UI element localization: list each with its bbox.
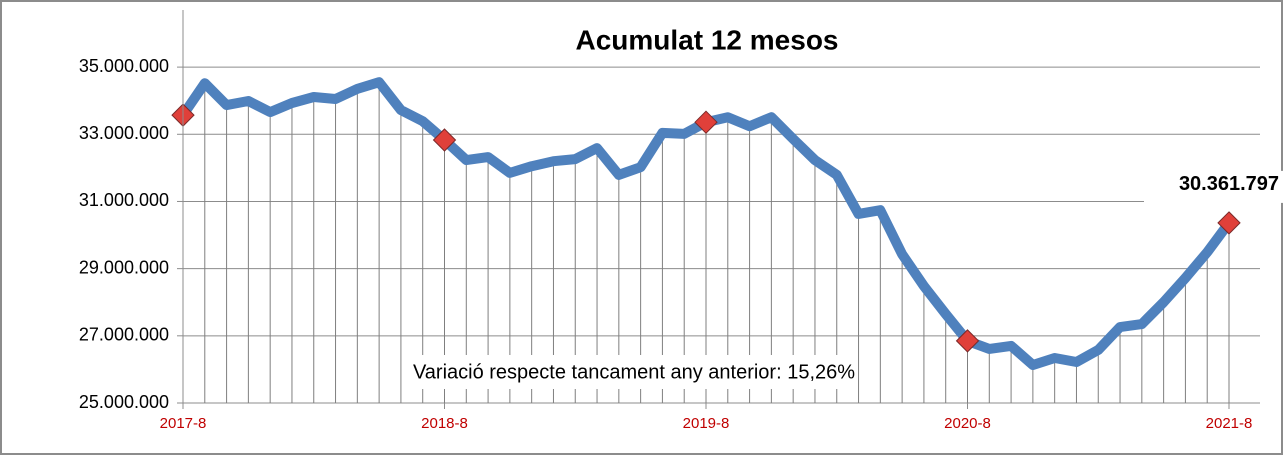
marker [955,329,980,353]
value-label-bg [1144,170,1283,203]
marker [694,110,718,134]
y-tick-label: 27.000.000 [79,325,169,345]
value-label: 30.361.797 [1179,173,1279,195]
annotation-box [412,355,856,389]
y-tick-label: 25.000.000 [79,392,169,412]
y-tick-label: 29.000.000 [79,257,169,277]
marker [432,128,457,152]
chart-title: Acumulat 12 mesos [576,24,839,55]
y-tick-label: 35.000.000 [79,56,169,76]
x-tick-label: 2018-8 [421,415,468,432]
y-tick-label: 33.000.000 [79,123,169,143]
annotation: Variació respecte tancament any anterior… [413,361,855,383]
grid [183,66,1260,404]
y-tick-label: 31.000.000 [79,190,169,210]
x-tick-label: 2021-8 [1206,415,1253,432]
x-tick-label: 2019-8 [683,415,730,432]
x-tick-label: 2017-8 [160,415,207,432]
marker [1217,211,1241,235]
x-tick-label: 2020-8 [944,415,991,432]
